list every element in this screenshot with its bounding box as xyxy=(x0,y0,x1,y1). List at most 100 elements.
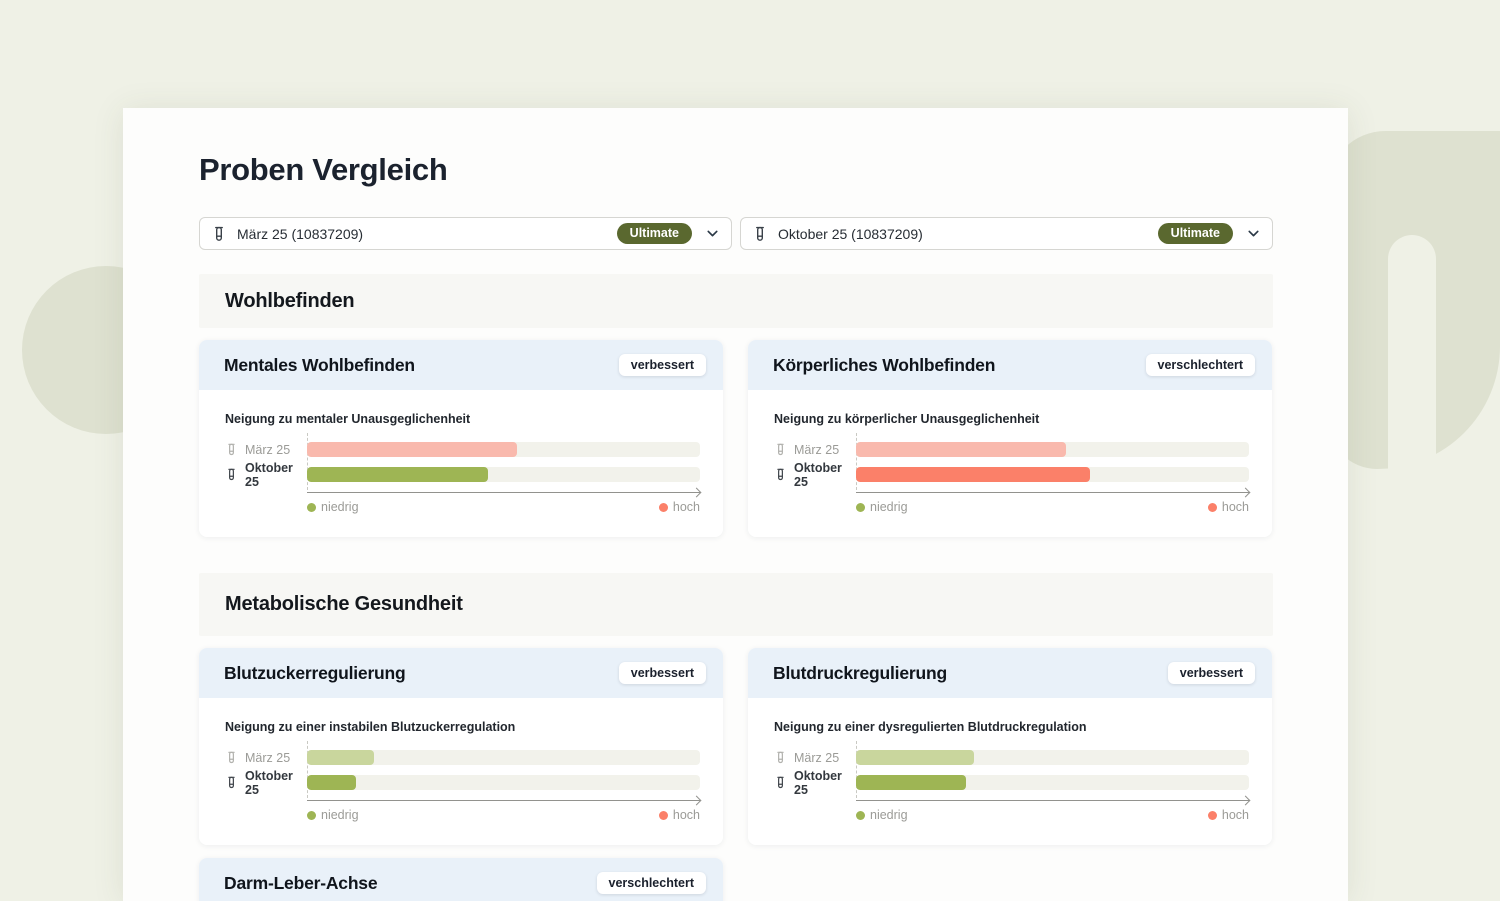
card-subtitle: Neigung zu einer instabilen Blutzuckerre… xyxy=(225,720,516,734)
main-panel: Proben Vergleich März 25 (10837209) Ulti… xyxy=(123,108,1348,901)
chart-legend: niedrig hoch xyxy=(856,808,1249,822)
legend-high-label: hoch xyxy=(672,500,700,514)
sample-selector-row: März 25 (10837209) Ultimate Oktober 25 (… xyxy=(199,217,1273,250)
row-label-text: März 25 xyxy=(794,750,840,765)
comparison-bar-chart: März 25 Oktober 25 xyxy=(774,433,1249,514)
row-label-text: Oktober 25 xyxy=(794,768,842,797)
legend-high-label: hoch xyxy=(1221,808,1249,822)
card-subtitle: Neigung zu körperlicher Unausgeglichenhe… xyxy=(774,412,1040,426)
legend-dot-high xyxy=(658,502,668,512)
card-title: Darm-Leber-Achse xyxy=(224,872,378,893)
sample-selector-right[interactable]: Oktober 25 (10837209) Ultimate xyxy=(740,217,1273,250)
legend-dot-high xyxy=(1207,502,1217,512)
card-blutzuckerregulierung: Blutzuckerregulierung verbessert Neigung… xyxy=(199,648,723,845)
bar-value xyxy=(307,750,374,765)
card-subtitle: Neigung zu einer dysregulierten Blutdruc… xyxy=(774,720,1087,734)
bar-value xyxy=(307,467,488,482)
card-header: Körperliches Wohlbefinden verschlechtert xyxy=(748,340,1272,390)
chart-axis-arrow xyxy=(307,492,700,493)
card-title: Blutzuckerregulierung xyxy=(224,662,406,683)
status-badge: verschlechtert xyxy=(1145,353,1255,377)
vial-icon xyxy=(774,751,787,764)
chart-row: März 25 xyxy=(774,442,1249,457)
page-title: Proben Vergleich xyxy=(199,152,448,187)
row-label: März 25 xyxy=(774,443,856,457)
status-badge: verbessert xyxy=(618,661,706,685)
row-label-text: Oktober 25 xyxy=(245,768,293,797)
chart-row: März 25 xyxy=(225,442,700,457)
sample-selector-left[interactable]: März 25 (10837209) Ultimate xyxy=(199,217,732,250)
bar-track xyxy=(307,775,700,790)
bar-value xyxy=(856,750,974,765)
legend-high-label: hoch xyxy=(1221,500,1249,514)
row-label: März 25 xyxy=(225,751,307,765)
card-koerperliches-wohlbefinden: Körperliches Wohlbefinden verschlechtert… xyxy=(748,340,1272,537)
legend-dot-low xyxy=(856,502,865,512)
vial-icon xyxy=(752,226,768,242)
legend-high: hoch xyxy=(1207,500,1249,514)
card-title: Blutdruckregulierung xyxy=(773,662,947,683)
legend-high-label: hoch xyxy=(672,808,700,822)
bar-value xyxy=(856,775,967,790)
legend-low-label: niedrig xyxy=(321,500,359,514)
row-label: März 25 xyxy=(225,443,307,457)
card-mentales-wohlbefinden: Mentales Wohlbefinden verbessert Neigung… xyxy=(199,340,723,537)
chart-row: Oktober 25 xyxy=(774,769,1249,797)
vial-icon xyxy=(225,468,238,481)
card-title: Mentales Wohlbefinden xyxy=(224,354,415,375)
bar-value xyxy=(856,442,1067,457)
chart-row: Oktober 25 xyxy=(225,461,700,489)
row-label: März 25 xyxy=(774,751,856,765)
card-header: Blutzuckerregulierung verbessert xyxy=(199,648,723,698)
legend-dot-high xyxy=(658,810,668,820)
vial-icon xyxy=(774,776,787,789)
card-blutdruckregulierung: Blutdruckregulierung verbessert Neigung … xyxy=(748,648,1272,845)
legend-high: hoch xyxy=(1207,808,1249,822)
card-body: Neigung zu körperlicher Unausgeglichenhe… xyxy=(748,390,1272,537)
row-label-text: März 25 xyxy=(245,442,291,457)
chart-legend: niedrig hoch xyxy=(307,500,700,514)
chart-row: März 25 xyxy=(225,750,700,765)
row-label: Oktober 25 xyxy=(774,461,856,489)
card-title: Körperliches Wohlbefinden xyxy=(773,354,996,375)
vial-icon xyxy=(225,751,238,764)
card-header: Mentales Wohlbefinden verbessert xyxy=(199,340,723,390)
comparison-bar-chart: März 25 Oktober 25 xyxy=(225,741,700,822)
bar-value xyxy=(307,775,357,790)
legend-low: niedrig xyxy=(307,500,359,514)
status-badge: verschlechtert xyxy=(596,871,706,895)
bar-track xyxy=(856,442,1249,457)
plan-badge: Ultimate xyxy=(1157,223,1233,244)
legend-low-label: niedrig xyxy=(870,808,908,822)
vial-icon xyxy=(225,776,238,789)
legend-low: niedrig xyxy=(307,808,359,822)
card-header: Darm-Leber-Achse verschlechtert xyxy=(199,858,723,901)
vial-icon xyxy=(225,443,238,456)
section-header-metabolische-gesundheit: Metabolische Gesundheit xyxy=(199,573,1273,636)
legend-dot-low xyxy=(307,810,316,820)
comparison-bar-chart: März 25 Oktober 25 xyxy=(225,433,700,514)
bar-track xyxy=(307,467,700,482)
row-label-text: März 25 xyxy=(794,442,840,457)
legend-high: hoch xyxy=(658,500,700,514)
bar-track xyxy=(856,775,1249,790)
chevron-down-icon[interactable] xyxy=(705,226,720,241)
row-label: Oktober 25 xyxy=(225,769,307,797)
legend-low-label: niedrig xyxy=(870,500,908,514)
card-darm-leber-achse: Darm-Leber-Achse verschlechtert xyxy=(199,858,723,901)
bar-track xyxy=(307,442,700,457)
bar-track xyxy=(307,750,700,765)
cards-row: Darm-Leber-Achse verschlechtert xyxy=(199,858,1273,901)
status-badge: verbessert xyxy=(618,353,706,377)
section-header-wohlbefinden: Wohlbefinden xyxy=(199,274,1273,328)
chevron-down-icon[interactable] xyxy=(1246,226,1261,241)
chart-legend: niedrig hoch xyxy=(856,500,1249,514)
cards-row: Blutzuckerregulierung verbessert Neigung… xyxy=(199,648,1273,845)
card-subtitle: Neigung zu mentaler Unausgeglichenheit xyxy=(225,412,471,426)
bar-track xyxy=(856,467,1249,482)
legend-low-label: niedrig xyxy=(321,808,359,822)
chart-axis-arrow xyxy=(856,800,1249,801)
row-label: Oktober 25 xyxy=(225,461,307,489)
legend-dot-low xyxy=(307,502,316,512)
vial-icon xyxy=(774,468,787,481)
